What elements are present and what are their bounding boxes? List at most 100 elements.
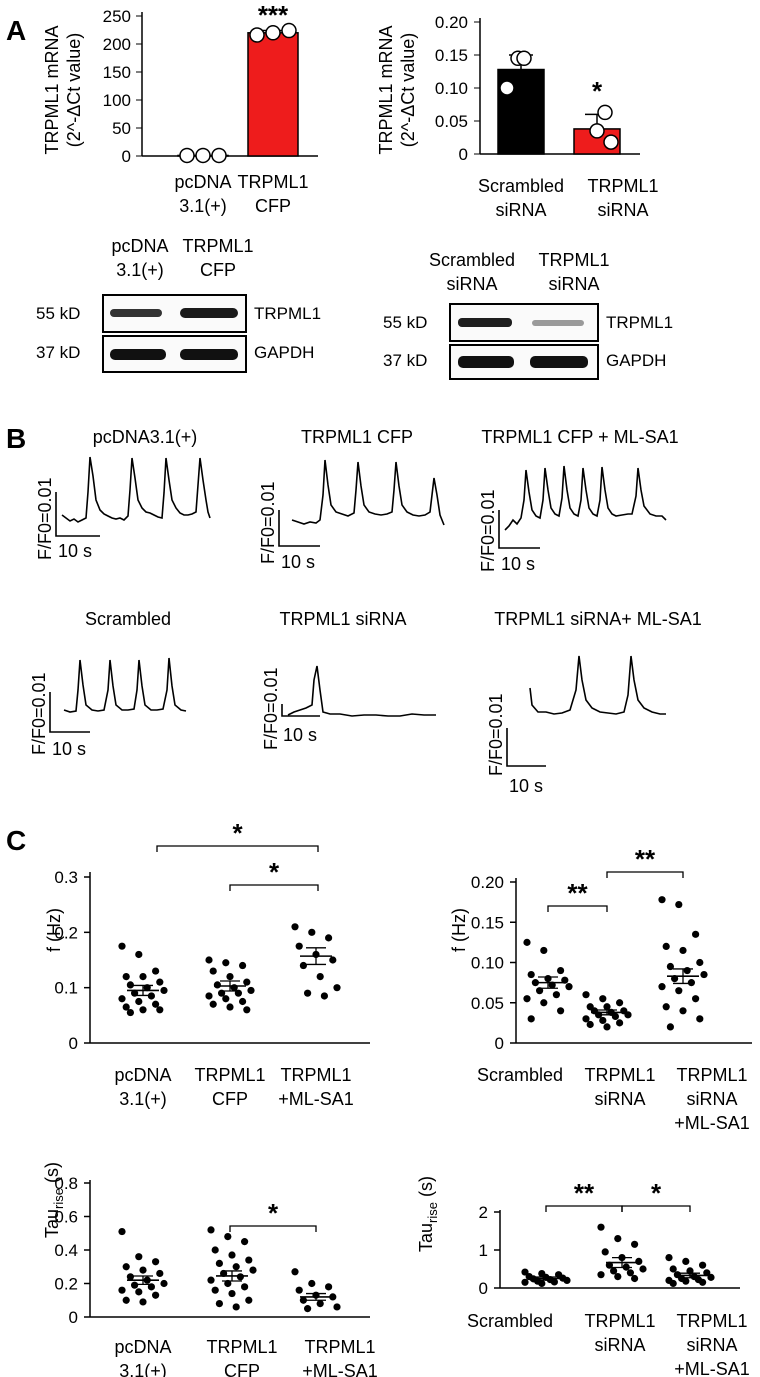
blot-kd-label: 37 kD [36,343,80,362]
y-tick-label: 1 [479,1241,488,1260]
data-point [205,956,213,964]
data-point [523,995,531,1003]
significance-bracket [229,1225,317,1232]
significance-marker: * [268,1198,279,1228]
y-tick-label: 0.20 [471,873,504,892]
data-point [147,1283,155,1291]
y-tick: 0.05 [435,112,468,131]
data-point [295,942,303,950]
data-point [626,1269,635,1277]
category-label: CFP [224,1361,260,1377]
significance-marker: * [592,76,603,106]
data-point [603,1003,611,1011]
significance-bracket [606,871,684,878]
y-axis-label: Taurise (s) [416,1176,440,1252]
category-label: siRNA [594,1089,645,1109]
y-tick-label: 0.8 [54,1174,78,1193]
category-label: 3.1(+) [119,1361,167,1377]
data-point [265,25,281,41]
data-point [156,978,164,986]
data-point [700,970,708,979]
data-point [329,1293,337,1301]
y-tick-label: 0 [495,1034,504,1053]
blot-protein-label: TRPML1 [254,304,321,323]
scale-bar-y-label: F/F0=0.01 [35,477,55,560]
data-point [699,1278,707,1286]
y-tick-label: 0.1 [54,979,78,998]
data-point [614,1235,622,1243]
category-label: TRPML1 [237,172,308,192]
category-label: 3.1(+) [179,196,227,216]
category-label: CFP [212,1089,248,1109]
scale-bar: F/F0=0.01 10 s [486,693,546,796]
data-point [666,1023,675,1031]
category-label: pcDNA [114,1065,171,1085]
calcium-trace [61,456,211,523]
blot-kd-label: 55 kD [383,313,427,332]
blot-protein-label: TRPML1 [606,313,673,332]
data-point [527,1015,535,1023]
data-point [662,942,670,951]
blot-band [180,308,238,318]
data-point [139,1266,147,1274]
significance-marker: ** [567,878,588,908]
data-point [308,928,316,936]
data-point [565,983,573,991]
y-tick: 100 [103,91,131,110]
category-label: siRNA [597,200,648,220]
tau-rise-chart-left: Taurise (s) 0 0.2 0.4 0.6 0.8 * pcDNA 3.1(+) T… [42,1162,378,1377]
category-label: TRPML1 [676,1065,747,1085]
data-point [552,991,561,999]
data-point [118,1227,126,1236]
y-axis-label-subscript: rise [425,1202,440,1223]
calcium-trace [63,657,187,713]
data-point [249,27,265,43]
panel-label-c: C [6,825,26,856]
data-point [679,1007,687,1015]
data-point [669,1265,677,1273]
data-point [205,992,213,1000]
data-point [195,147,211,164]
data-point [589,123,605,139]
data-point [232,1263,240,1271]
data-point [614,1273,622,1281]
data-point [126,1008,134,1017]
data-point [122,1296,130,1304]
frequency-chart-left: f (Hz) 0 0.1 0.2 0.3 * * pcDNA 3.1(+) TRPML1 CF… [44,818,370,1109]
y-tick-label: 0.2 [54,923,78,942]
data-point [215,1259,223,1267]
data-point [521,1268,529,1276]
y-axis-label-subscript: rise [51,1188,66,1209]
data-point [325,1283,333,1291]
data-point [122,1003,130,1011]
blot-column-label: CFP [200,260,236,280]
y-tick: 200 [103,35,131,54]
calcium-trace [291,459,445,526]
category-label: +ML-SA1 [302,1361,378,1377]
data-point [304,1305,312,1313]
y-tick-label: 0.3 [54,868,78,887]
significance-bracket [621,1205,691,1212]
calcium-trace [504,465,667,531]
data-point [291,1268,299,1276]
data-point [665,1254,673,1262]
data-point [499,80,515,96]
blot-band [458,356,514,368]
data-point [295,1286,303,1294]
blot-band [110,309,162,317]
significance-bracket [547,905,608,912]
blot-band [458,318,512,327]
data-point [662,1003,670,1011]
trace-title: pcDNA3.1(+) [93,427,198,447]
data-point [291,923,299,931]
y-tick: 0.10 [435,79,468,98]
data-point [126,1273,134,1281]
data-point [599,995,607,1003]
data-point [557,1007,565,1015]
data-point [682,1277,690,1285]
y-tick: 0.20 [435,13,468,32]
data-point [631,1240,639,1248]
data-point [631,1274,639,1283]
data-point [658,983,666,991]
y-axis-label-line2: (2^-ΔCt value) [64,33,84,148]
